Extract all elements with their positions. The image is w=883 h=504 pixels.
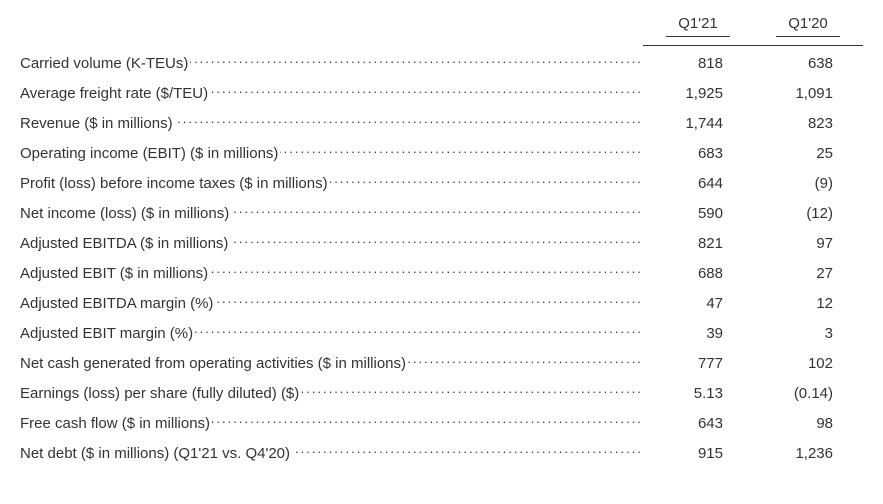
table-row: ........................................… (20, 45, 863, 79)
row-label: Average freight rate ($/TEU) (20, 85, 210, 102)
cell-q1-21: 644 (643, 169, 753, 199)
table-row: ........................................… (20, 409, 863, 439)
cell-q1-20: 27 (753, 259, 863, 289)
row-label-cell: ........................................… (20, 319, 643, 349)
row-label-cell: ........................................… (20, 289, 643, 319)
cell-q1-20: (0.14) (753, 379, 863, 409)
table-body: ........................................… (20, 45, 863, 469)
cell-q1-20: 12 (753, 289, 863, 319)
cell-q1-20: 97 (753, 229, 863, 259)
table-row: ........................................… (20, 259, 863, 289)
row-label-cell: ........................................… (20, 349, 643, 379)
financial-table: Q1'21 Q1'20 ............................… (20, 15, 863, 469)
row-label-cell: ........................................… (20, 439, 643, 469)
cell-q1-20: 823 (753, 109, 863, 139)
cell-q1-21: 688 (643, 259, 753, 289)
cell-q1-21: 5.13 (643, 379, 753, 409)
row-label-cell: ........................................… (20, 79, 643, 109)
table-row: ........................................… (20, 379, 863, 409)
row-label-cell: ........................................… (20, 259, 643, 289)
row-label: Revenue ($ in millions) (20, 115, 175, 132)
row-label: Net cash generated from operating activi… (20, 355, 408, 372)
table-row: ........................................… (20, 229, 863, 259)
cell-q1-20: 638 (753, 45, 863, 79)
table-row: ........................................… (20, 139, 863, 169)
column-header-q1-21: Q1'21 (643, 15, 753, 41)
row-label: Adjusted EBIT margin (%) (20, 325, 195, 342)
column-header-label: Q1'20 (776, 15, 840, 37)
table-row: ........................................… (20, 109, 863, 139)
cell-q1-20: 3 (753, 319, 863, 349)
table-row: ........................................… (20, 439, 863, 469)
cell-q1-21: 1,925 (643, 79, 753, 109)
row-label: Adjusted EBITDA ($ in millions) (20, 235, 230, 252)
table-row: ........................................… (20, 169, 863, 199)
row-label-cell: ........................................… (20, 409, 643, 439)
row-label-cell: ........................................… (20, 139, 643, 169)
table-row: ........................................… (20, 349, 863, 379)
row-label-cell: ........................................… (20, 379, 643, 409)
cell-q1-20: 102 (753, 349, 863, 379)
column-header-q1-20: Q1'20 (753, 15, 863, 41)
table-row: ........................................… (20, 79, 863, 109)
row-label-cell: ........................................… (20, 199, 643, 229)
table-row: ........................................… (20, 199, 863, 229)
cell-q1-20: 1,236 (753, 439, 863, 469)
header-spacer (20, 15, 643, 41)
row-label: Adjusted EBITDA margin (%) (20, 295, 215, 312)
cell-q1-21: 915 (643, 439, 753, 469)
row-label: Carried volume (K-TEUs) (20, 55, 190, 72)
table-row: ........................................… (20, 289, 863, 319)
cell-q1-20: (9) (753, 169, 863, 199)
column-header-label: Q1'21 (666, 15, 730, 37)
cell-q1-21: 1,744 (643, 109, 753, 139)
cell-q1-20: 98 (753, 409, 863, 439)
table-row: ........................................… (20, 319, 863, 349)
cell-q1-20: (12) (753, 199, 863, 229)
row-label-cell: ........................................… (20, 229, 643, 259)
cell-q1-21: 821 (643, 229, 753, 259)
cell-q1-21: 777 (643, 349, 753, 379)
cell-q1-21: 39 (643, 319, 753, 349)
row-label: Earnings (loss) per share (fully diluted… (20, 385, 301, 402)
row-label: Free cash flow ($ in millions) (20, 415, 212, 432)
cell-q1-21: 818 (643, 45, 753, 79)
cell-q1-20: 1,091 (753, 79, 863, 109)
row-label-cell: ........................................… (20, 169, 643, 199)
row-label-cell: ........................................… (20, 109, 643, 139)
row-label: Net debt ($ in millions) (Q1'21 vs. Q4'2… (20, 445, 292, 462)
cell-q1-21: 47 (643, 289, 753, 319)
row-label: Net income (loss) ($ in millions) (20, 205, 231, 222)
cell-q1-21: 683 (643, 139, 753, 169)
cell-q1-21: 590 (643, 199, 753, 229)
row-label: Operating income (EBIT) ($ in millions) (20, 145, 280, 162)
table-header-row: Q1'21 Q1'20 (20, 15, 863, 41)
cell-q1-20: 25 (753, 139, 863, 169)
row-label-cell: ........................................… (20, 49, 643, 79)
row-label: Profit (loss) before income taxes ($ in … (20, 175, 330, 192)
row-label: Adjusted EBIT ($ in millions) (20, 265, 210, 282)
cell-q1-21: 643 (643, 409, 753, 439)
